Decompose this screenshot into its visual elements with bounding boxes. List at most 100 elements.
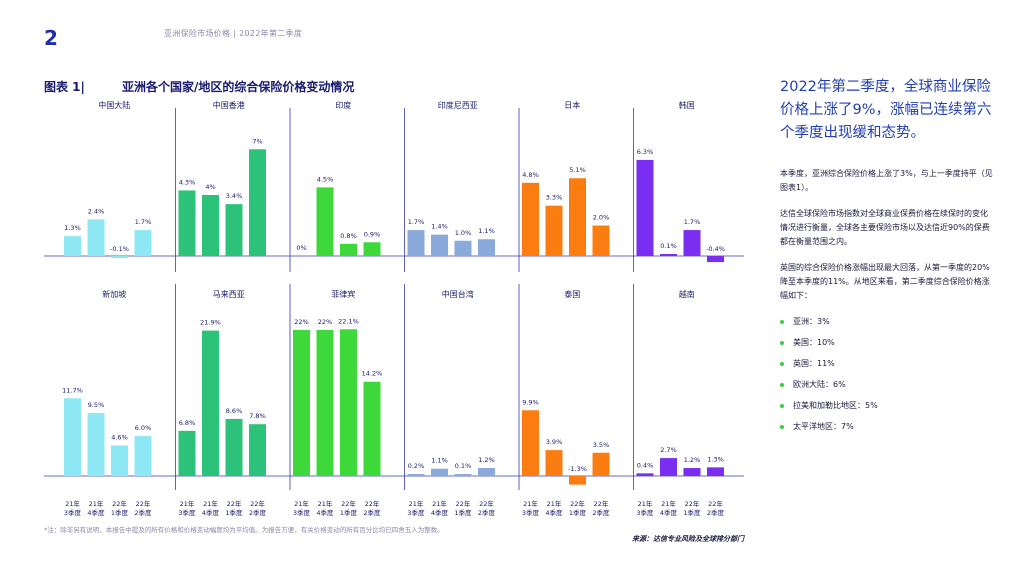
data-label: 9.9% <box>522 398 539 406</box>
data-label: 1.2% <box>478 456 495 464</box>
bar <box>522 182 539 256</box>
data-label: 5.1% <box>569 166 586 174</box>
x-tick-label: 22年 <box>479 499 494 508</box>
panel-title: 越南 <box>679 289 695 299</box>
data-label: 2.4% <box>88 207 105 215</box>
list-item: 美国：10% <box>780 336 994 357</box>
data-label: -1.3% <box>568 465 587 473</box>
x-tick-label: 4季度 <box>202 508 220 517</box>
bar <box>636 473 654 476</box>
bar <box>111 445 128 476</box>
x-tick-label: 3季度 <box>64 508 82 517</box>
bar <box>363 242 381 256</box>
list-item-text: 英国：11% <box>793 359 835 368</box>
x-tick-label: 22年 <box>112 499 127 508</box>
bullet-dot-icon <box>780 362 784 366</box>
data-label: 0% <box>296 244 306 252</box>
bar <box>249 149 266 256</box>
bar <box>545 205 563 256</box>
x-tick-label: 22年 <box>341 499 356 508</box>
data-label: -0.4% <box>706 245 725 253</box>
x-tick-label: 1季度 <box>683 508 701 517</box>
bar <box>707 467 724 476</box>
x-tick-label: 22年 <box>136 499 151 508</box>
headline: 2022年第二季度，全球商业保险价格上涨了9%，涨幅已连续第六个季度出现缓和态势… <box>780 79 992 141</box>
list-item: 欧洲大陆：6% <box>780 378 994 399</box>
panel-title: 中国香港 <box>213 100 245 110</box>
x-tick-label: 21年 <box>203 499 218 508</box>
x-tick-label: 21年 <box>180 499 195 508</box>
bar <box>660 254 677 256</box>
data-label: 7% <box>252 137 262 145</box>
x-tick-label: 2季度 <box>249 508 267 517</box>
bullet-dot-icon <box>780 425 784 429</box>
bar <box>316 329 334 476</box>
x-tick-label: 21年 <box>638 499 653 508</box>
panel-title: 日本 <box>564 100 580 110</box>
x-tick-label: 1季度 <box>569 508 587 517</box>
data-label: -0.1% <box>110 245 129 253</box>
bar <box>134 230 152 256</box>
list-item-text: 亚洲：3% <box>793 317 830 326</box>
paragraph-1: 本季度，亚洲综合保险价格上涨了3%，与上一季度持平（见图表1）。 <box>780 169 993 192</box>
data-label: 3.3% <box>546 194 563 202</box>
bar <box>454 474 472 476</box>
x-tick-label: 21年 <box>294 499 309 508</box>
small-multiples-bar-chart: 中国大陆 1.3% 2.4% -0.1% 1.7% 中国香港 4.3% 4% 3.4% 7% 印度 0… <box>44 100 744 517</box>
data-label: 0.1% <box>660 242 677 250</box>
data-label: 0.2% <box>408 462 425 470</box>
x-tick-label: 2季度 <box>134 508 152 517</box>
list-item: 亚洲：3% <box>780 315 994 336</box>
list-item-text: 美国：10% <box>793 338 835 347</box>
figure-label: 图表 1| <box>44 80 85 94</box>
bar <box>202 330 219 476</box>
bar <box>316 187 334 256</box>
data-label: 21.9% <box>200 319 221 327</box>
x-tick-label: 22年 <box>365 499 380 508</box>
data-label: 7.8% <box>249 412 266 420</box>
bar <box>636 159 654 256</box>
data-label: 3.4% <box>226 192 243 200</box>
x-tick-label: 21年 <box>409 499 424 508</box>
data-label: 4.3% <box>179 178 196 186</box>
data-label: 1.7% <box>135 218 152 226</box>
bar <box>522 410 539 476</box>
list-item-text: 拉美和加勒比地区：5% <box>793 401 878 410</box>
bar <box>87 219 105 256</box>
paragraph-3: 英国的综合保险价格涨幅出现最大回落，从第一季度的20%降至本季度的11%。从地区… <box>780 263 990 300</box>
x-tick-label: 21年 <box>432 499 447 508</box>
paragraph-2: 达信全球保险市场指数对全球商业保费价格在续保时的变化情况进行衡量，全球各主要保险… <box>780 209 990 246</box>
data-label: 22.1% <box>338 317 359 325</box>
bar <box>545 450 563 476</box>
data-label: 1.1% <box>478 227 495 235</box>
x-tick-label: 21年 <box>661 499 676 508</box>
bar <box>407 230 425 256</box>
bar <box>111 256 128 258</box>
x-tick-label: 3季度 <box>407 508 425 517</box>
bar <box>225 204 243 256</box>
data-label: 11.7% <box>62 386 83 394</box>
bar <box>431 468 448 476</box>
commentary-column: 2022年第二季度，全球商业保险价格上涨了9%，涨幅已连续第六个季度出现缓和态势… <box>780 76 994 441</box>
data-label: 9.5% <box>88 401 105 409</box>
bar <box>178 430 196 476</box>
bar <box>293 329 310 476</box>
figure-title: 亚洲各个国家/地区的综合保险价格变动情况 <box>122 80 355 94</box>
data-label: 22% <box>294 318 308 326</box>
bar <box>202 195 219 256</box>
x-tick-label: 4季度 <box>316 508 334 517</box>
x-tick-label: 1季度 <box>340 508 358 517</box>
panel-title: 中国台湾 <box>442 289 474 299</box>
panel-title: 印度 <box>335 100 351 110</box>
x-tick-label: 21年 <box>523 499 538 508</box>
footnote: *注：除非另有说明，本报告中提及的所有价格和价格变动幅度均为平均值。为报告方便，… <box>44 526 444 534</box>
data-label: 0.1% <box>455 462 472 470</box>
bar <box>478 239 495 256</box>
list-item: 太平洋地区：7% <box>780 420 994 441</box>
bar <box>707 256 724 263</box>
x-tick-label: 1季度 <box>111 508 129 517</box>
bar <box>569 476 586 485</box>
bullet-dot-icon <box>780 383 784 387</box>
data-label: 1.4% <box>431 223 448 231</box>
data-label: 3.5% <box>593 441 610 449</box>
